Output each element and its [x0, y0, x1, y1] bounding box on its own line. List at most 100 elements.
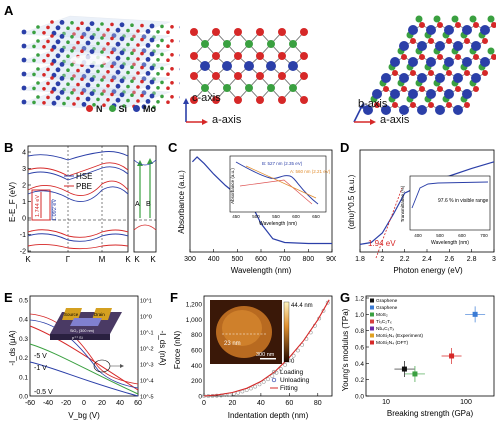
atom — [72, 32, 76, 36]
modulus-point — [472, 311, 478, 317]
loading-point — [257, 382, 262, 387]
band-ytick: 3 — [22, 166, 26, 173]
panel-label-b: B — [4, 140, 14, 155]
device-source-label: Source — [64, 312, 79, 317]
curve-label-05v: -0.5 V — [34, 389, 53, 396]
atom — [160, 52, 164, 57]
inset-transmittance-xtick: 500 — [436, 233, 444, 238]
legend-loading: Loading — [280, 369, 304, 376]
atom — [42, 101, 46, 105]
atom — [55, 95, 61, 101]
atom — [401, 86, 407, 92]
atom — [390, 89, 400, 99]
atom — [140, 23, 144, 28]
atom — [96, 41, 100, 46]
atom — [417, 105, 427, 115]
stack-layer — [19, 57, 180, 83]
atom — [166, 58, 170, 62]
atom — [190, 96, 198, 104]
band-line — [27, 186, 129, 203]
absorbance-xtick: 600 — [255, 256, 267, 263]
force-xtick: 40 — [257, 400, 265, 407]
atom — [119, 22, 125, 28]
atom — [444, 57, 454, 67]
atom — [50, 76, 54, 80]
stack-layer — [19, 15, 180, 41]
atom — [190, 52, 198, 60]
loading-point — [291, 353, 296, 358]
atom — [437, 86, 443, 92]
xtick-m: M — [99, 255, 106, 264]
transfer-xtick: -20 — [61, 400, 71, 407]
atom — [126, 70, 130, 75]
atom — [300, 72, 308, 80]
atom — [223, 84, 231, 92]
atom — [469, 15, 477, 23]
atom — [170, 81, 174, 85]
atom — [80, 77, 84, 81]
atom — [136, 57, 140, 61]
atom — [234, 28, 242, 36]
atom — [119, 36, 125, 42]
atom — [256, 72, 264, 80]
modulus-legend-marker — [370, 340, 374, 345]
atom — [428, 102, 434, 108]
atom — [140, 37, 144, 42]
atom — [80, 49, 84, 53]
legend-si-label: Si — [118, 104, 128, 114]
atom — [119, 92, 125, 98]
atom — [482, 70, 488, 76]
tauc-xtick: 1.8 — [355, 256, 365, 263]
atom — [110, 78, 114, 83]
atom — [410, 102, 416, 108]
atom — [100, 92, 104, 96]
loading-point — [253, 384, 258, 389]
legend-n-label: N — [96, 104, 103, 114]
atom — [110, 92, 114, 97]
modulus-legend-entry: MoS₂ — [376, 312, 388, 318]
transfer-ytick-right: 10^-3 — [140, 363, 154, 369]
absorbance-xtick: 700 — [279, 256, 291, 263]
atom — [85, 96, 91, 102]
atom — [419, 22, 425, 28]
band-ytick: 1 — [22, 199, 26, 206]
atom — [70, 21, 74, 25]
atom — [76, 82, 80, 87]
atom — [451, 15, 459, 23]
atom — [36, 53, 40, 57]
band-ytick: 4 — [22, 150, 26, 157]
modulus-legend-marker — [370, 319, 374, 324]
atom — [132, 34, 136, 39]
legend-n-dot — [86, 105, 93, 112]
atom — [491, 54, 496, 60]
atom — [66, 82, 70, 86]
force-xtick: 20 — [229, 400, 237, 407]
atom — [428, 38, 434, 44]
atom — [100, 22, 104, 26]
transfer-ytick-right: 10^-1 — [140, 331, 154, 337]
atom — [59, 90, 65, 95]
modulus-ytick: 0.2 — [355, 377, 364, 384]
tauc-xlabel: Photon energy (eV) — [393, 266, 463, 275]
atom — [455, 86, 461, 92]
fet-device-inset: Source Drain SiO₂ (300 nm) p⁺⁺ Si — [50, 308, 122, 340]
atom — [89, 91, 95, 96]
atom — [102, 75, 106, 79]
atom — [473, 22, 479, 28]
legend-pbe: PBE — [76, 182, 92, 191]
atom — [300, 52, 308, 60]
atom — [32, 44, 36, 49]
atom — [66, 54, 70, 58]
transfer-ytick-left: 0.4 — [19, 317, 28, 324]
modulus-ylabel: Young's modulus (TPa) — [341, 308, 350, 391]
top-view-axes — [353, 102, 376, 125]
atom — [149, 23, 155, 29]
force-xlabel: Indentation depth (nm) — [228, 411, 309, 420]
atom — [126, 42, 130, 47]
atom — [410, 38, 416, 44]
tauc-xtick: 2 — [380, 256, 384, 263]
loading-point — [214, 393, 219, 398]
atom — [446, 38, 452, 44]
inset-xtick: 450 — [232, 214, 240, 219]
atom — [453, 73, 463, 83]
